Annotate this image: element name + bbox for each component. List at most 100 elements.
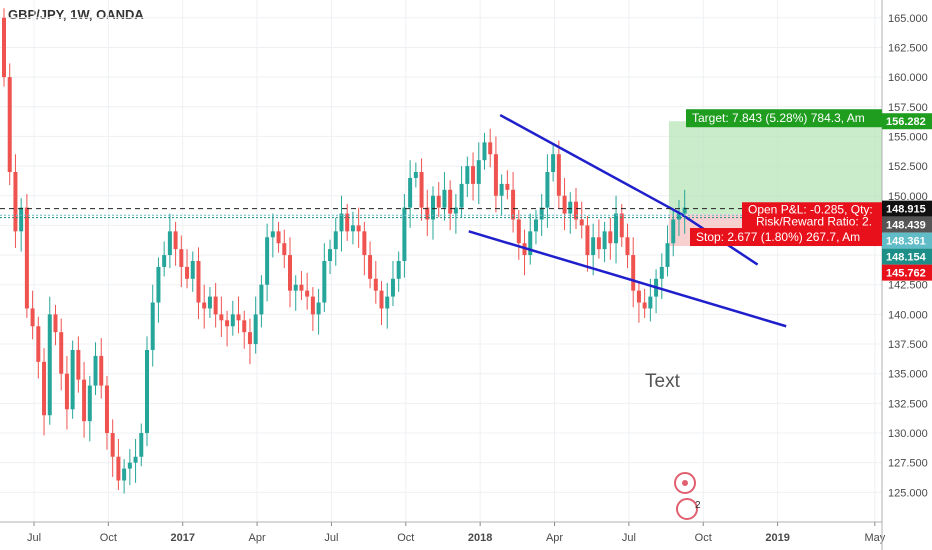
candle-up (671, 219, 676, 244)
candle-down (213, 296, 218, 315)
candle-down (419, 172, 424, 208)
candle-up (70, 349, 75, 410)
y-tick-label: 165.000 (888, 13, 928, 25)
price-tag-bg (882, 200, 932, 217)
candle-down (276, 231, 281, 244)
candle-up (156, 266, 161, 303)
candle-down (225, 320, 230, 327)
candle-up (316, 302, 321, 315)
candle-down (185, 266, 190, 279)
candle-up (459, 183, 464, 208)
x-tick-label: Oct (695, 532, 712, 544)
candle-down (642, 302, 647, 309)
text-annotation[interactable]: Text (645, 371, 681, 392)
candle-down (373, 278, 378, 291)
candle-down (425, 207, 430, 220)
y-tick-label: 150.000 (888, 191, 928, 203)
candle-down (99, 355, 104, 386)
candle-down (505, 183, 510, 190)
x-tick-label: Apr (546, 532, 563, 544)
price-tag-bg (882, 113, 932, 130)
candle-down (59, 332, 64, 374)
candle-down (53, 314, 58, 333)
candle-down (299, 284, 304, 291)
candle-up (87, 385, 92, 422)
candle-down (247, 332, 252, 345)
candle-up (133, 456, 138, 463)
x-tick-label: May (864, 532, 885, 544)
candle-up (122, 468, 127, 481)
candle-up (339, 213, 344, 232)
price-lines (0, 208, 882, 219)
risk-reward-label[interactable]: Risk/Reward Ratio: 2. (756, 214, 872, 228)
candle-down (305, 290, 310, 297)
candle-up (665, 243, 670, 267)
candle-down (362, 231, 367, 256)
candle-down (282, 243, 287, 256)
candle-down (202, 302, 207, 309)
y-tick-label: 125.000 (888, 487, 928, 499)
price-tag-label: 145.762 (886, 268, 926, 280)
price-tag-label: 148.154 (886, 252, 927, 264)
candle-up (568, 201, 573, 214)
event-marker-count: 2 (695, 500, 701, 511)
candle-down (585, 225, 590, 256)
candle-up (190, 261, 195, 279)
candle-up (127, 462, 132, 469)
candle-down (42, 361, 47, 416)
candle-up (396, 261, 401, 279)
candle-up (265, 237, 270, 285)
event-marker-icon[interactable] (674, 472, 696, 494)
x-tick-label: Oct (100, 532, 117, 544)
price-tag-label: 156.282 (886, 116, 926, 128)
open-pl-label[interactable]: Open P&L: -0.285, Qty: (748, 202, 873, 216)
candle-up (533, 219, 538, 232)
candle-up (602, 231, 607, 250)
candle-up (614, 213, 619, 244)
candle-down (493, 154, 498, 196)
target-label[interactable]: Target: 7.843 (5.28%) 784.3, Am (692, 111, 865, 125)
x-tick-label: Jul (27, 532, 41, 544)
candle-down (82, 379, 87, 422)
candle-down (511, 189, 516, 220)
y-tick-label: 127.500 (888, 458, 928, 470)
y-tick-label: 132.500 (888, 398, 928, 410)
candle-up (591, 237, 596, 256)
event-marker-icon[interactable] (676, 498, 698, 520)
candle-down (625, 237, 630, 256)
candle-up (390, 278, 395, 297)
candle-down (219, 314, 224, 321)
candle-up (47, 314, 52, 416)
candle-up (207, 296, 212, 309)
candle-down (368, 255, 373, 279)
stop-label[interactable]: Stop: 2.677 (1.80%) 267.7, Am (696, 230, 860, 244)
candle-down (488, 142, 493, 155)
annotation-labels[interactable]: Target: 7.843 (5.28%) 784.3, Am Open P&L:… (645, 109, 882, 392)
x-tick-label: Jul (324, 532, 338, 544)
event-markers[interactable]: 2 (674, 472, 701, 520)
x-tick-label: Oct (397, 532, 414, 544)
candle-down (173, 231, 178, 250)
trendline[interactable] (468, 230, 787, 328)
x-tick-label: 2018 (468, 532, 492, 544)
y-tick-label: 142.500 (888, 280, 928, 292)
candle-up (648, 296, 653, 309)
y-tick-label: 152.500 (888, 161, 928, 173)
event-marker-dot (682, 480, 688, 486)
trendline[interactable] (499, 113, 681, 215)
candle-down (631, 255, 636, 291)
candle-up (145, 349, 149, 434)
x-tick-label: 2019 (765, 532, 789, 544)
candle-down (30, 308, 35, 327)
candle-up (528, 231, 533, 256)
candle-up (385, 296, 390, 309)
price-tag-label: 148.361 (886, 236, 926, 248)
target-zone (668, 121, 882, 215)
candle-down (356, 225, 361, 232)
candle-down (110, 433, 115, 457)
y-tick-label: 130.000 (888, 428, 928, 440)
candle-down (64, 373, 69, 410)
stop-label-bg (690, 228, 882, 247)
candle-up (333, 231, 338, 250)
